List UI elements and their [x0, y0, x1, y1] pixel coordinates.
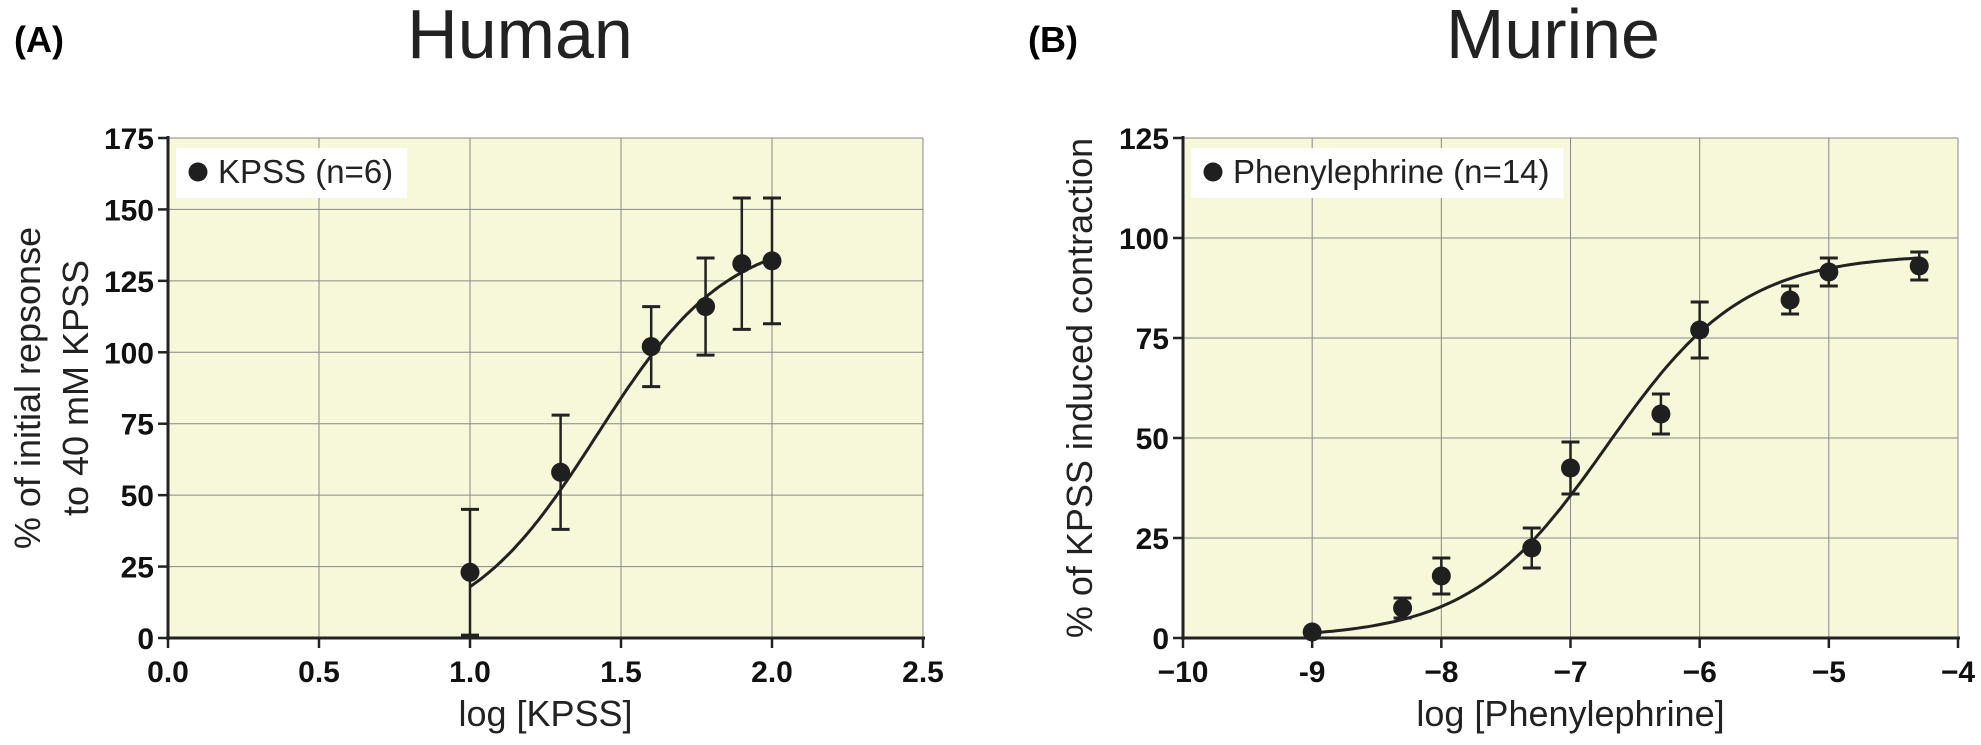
- x-tick-label: −8: [1424, 656, 1458, 689]
- y-tick-label: 75: [121, 409, 154, 442]
- data-point: [641, 337, 661, 357]
- x-tick-label: −7: [1553, 656, 1587, 689]
- plot-area: [168, 138, 923, 638]
- x-tick-label: −10: [1158, 656, 1209, 689]
- data-point: [1780, 290, 1800, 310]
- x-tick-label: 1.0: [449, 656, 491, 689]
- y-tick-label: 50: [1136, 423, 1169, 456]
- y-axis-label: % of KPSS induced contraction: [1059, 138, 1100, 638]
- y-tick-label: 0: [1152, 623, 1169, 656]
- data-point: [1522, 538, 1542, 558]
- data-point: [1431, 566, 1451, 586]
- y-tick-label: 25: [1136, 523, 1169, 556]
- data-point: [460, 562, 480, 582]
- y-tick-label: 150: [104, 194, 154, 227]
- data-point: [732, 254, 752, 274]
- y-tick-label: 75: [1136, 323, 1169, 356]
- x-tick-label: 0.5: [298, 656, 340, 689]
- legend-box: [1191, 148, 1564, 198]
- data-point: [1393, 598, 1413, 618]
- legend: Phenylephrine (n=14): [1191, 148, 1564, 198]
- data-point: [696, 297, 716, 317]
- y-tick-label: 25: [121, 552, 154, 585]
- legend-marker: [188, 162, 208, 182]
- legend: KPSS (n=6): [176, 148, 408, 198]
- panel-label: (B): [1028, 19, 1078, 60]
- legend-box: [176, 148, 408, 198]
- legend-label: Phenylephrine (n=14): [1233, 153, 1549, 190]
- y-tick-label: 175: [104, 123, 154, 156]
- data-point: [1302, 622, 1322, 642]
- y-axis-label: % of initial repsonse: [7, 227, 48, 549]
- y-tick-label: 100: [1119, 223, 1169, 256]
- y-tick-label: 125: [104, 266, 154, 299]
- x-tick-label: −6: [1683, 656, 1717, 689]
- data-point: [1690, 320, 1710, 340]
- y-axis-label: to 40 mM KPSS: [55, 260, 96, 516]
- panel-b: (B) Murine 0 25 50 75 100 125 −10 -9 −8 −7 −6 −5 −4 log…: [1028, 0, 1975, 734]
- fit-curve: [469, 257, 773, 589]
- data-point: [551, 462, 571, 482]
- x-tick-label: −5: [1812, 656, 1846, 689]
- panel-label: (A): [14, 19, 64, 60]
- y-tick-label: 50: [121, 480, 154, 513]
- data-point: [1651, 404, 1671, 424]
- y-tick-label: 125: [1119, 123, 1169, 156]
- x-tick-label: 0.0: [147, 656, 189, 689]
- legend-label: KPSS (n=6): [218, 153, 393, 190]
- x-axis-label: log [Phenylephrine]: [1416, 693, 1724, 734]
- data-point: [1909, 256, 1929, 276]
- legend-marker: [1203, 162, 1223, 182]
- x-tick-label: 2.0: [751, 656, 793, 689]
- panel-a: (A) Human 0 25 50 75 100 125 150 175 0.0 0.5 1.0 1.5 2…: [7, 0, 944, 734]
- x-tick-label: 1.5: [600, 656, 642, 689]
- y-tick-label: 100: [104, 337, 154, 370]
- x-axis-label: log [KPSS]: [458, 693, 632, 734]
- x-tick-label: 2.5: [902, 656, 944, 689]
- data-point: [1561, 458, 1580, 478]
- x-tick-label: −4: [1941, 656, 1976, 689]
- data-point: [1819, 262, 1839, 282]
- chart-title: Human: [407, 0, 633, 73]
- data-point: [762, 251, 782, 271]
- fit-curve: [1312, 256, 1920, 635]
- x-tick-label: -9: [1299, 656, 1326, 689]
- y-tick-label: 0: [137, 623, 154, 656]
- chart-title: Murine: [1446, 0, 1660, 73]
